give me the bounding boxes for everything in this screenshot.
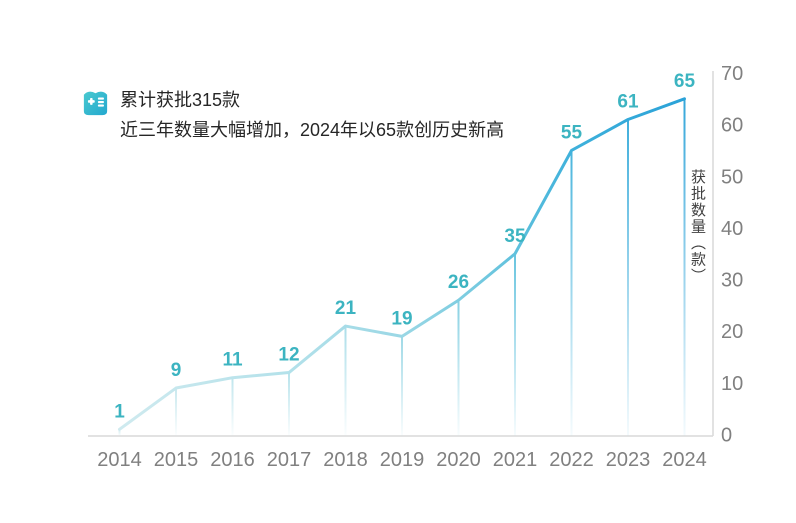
y-tick-label: 40 [721, 218, 743, 240]
data-point-label: 61 [617, 91, 639, 112]
data-point-label: 26 [448, 272, 469, 293]
data-point-label: 21 [335, 298, 357, 319]
x-tick-label: 2019 [380, 449, 425, 471]
annotation-line-1: 累计获批315款 [120, 90, 241, 110]
x-tick-label: 2020 [436, 449, 481, 471]
data-point-label: 1 [114, 401, 125, 422]
data-point-label: 55 [561, 122, 583, 143]
y-axis-title: 获批数量（款） [689, 169, 706, 285]
x-tick-label: 2016 [210, 449, 255, 471]
data-point-label: 19 [391, 308, 412, 329]
annotation-text: 累计获批315款 近三年数量大幅增加，2024年以65款创历史新高 [120, 85, 504, 145]
annotation-line-2: 近三年数量大幅增加，2024年以65款创历史新高 [120, 120, 505, 140]
x-tick-label: 2021 [493, 449, 538, 471]
medical-record-icon [83, 91, 108, 116]
y-tick-label: 0 [721, 425, 732, 447]
series-line [118, 97, 686, 431]
y-tick-label: 70 [721, 63, 743, 85]
y-tick-label: 30 [721, 270, 743, 292]
data-point-label: 11 [222, 350, 243, 371]
data-point-label: 12 [278, 345, 299, 366]
x-tick-label: 2017 [267, 449, 312, 471]
y-tick-label: 20 [721, 321, 743, 343]
data-point-label: 35 [504, 226, 526, 247]
y-tick-label: 50 [721, 166, 743, 188]
x-tick-label: 2024 [662, 449, 707, 471]
data-point-label: 9 [171, 360, 182, 381]
x-tick-label: 2014 [97, 449, 142, 471]
x-tick-label: 2015 [154, 449, 199, 471]
chart-annotation: 累计获批315款 近三年数量大幅增加，2024年以65款创历史新高 [80, 85, 504, 145]
x-tick-label: 2023 [606, 449, 651, 471]
data-point-label: 65 [674, 71, 696, 92]
x-tick-label: 2018 [323, 449, 368, 471]
y-tick-label: 10 [721, 373, 743, 395]
x-tick-label: 2022 [549, 449, 594, 471]
y-tick-label: 60 [721, 115, 743, 137]
